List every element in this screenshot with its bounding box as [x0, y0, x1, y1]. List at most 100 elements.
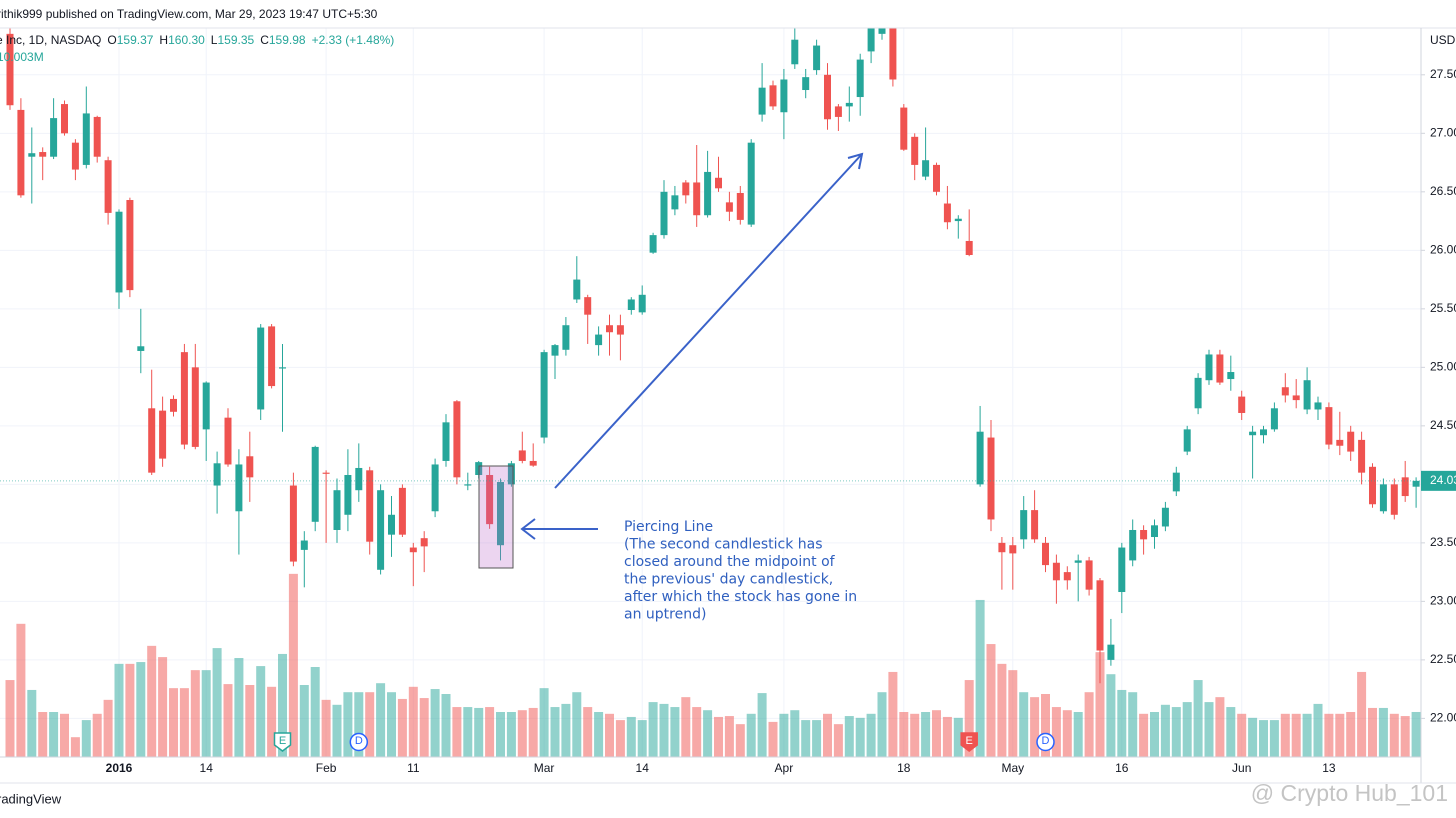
candle-body — [1129, 529, 1137, 561]
candle-body — [39, 152, 47, 157]
candle-body — [333, 490, 341, 530]
event-marker: D — [349, 732, 369, 752]
ohlc-value: 159.37 — [117, 33, 154, 47]
candle-body — [388, 514, 395, 535]
candle-body — [1249, 431, 1257, 436]
candle-body — [1314, 402, 1322, 410]
candle-body — [954, 218, 962, 222]
volume-bar — [49, 712, 59, 757]
candle-body — [93, 116, 101, 157]
candle-body — [606, 325, 613, 333]
candle-layer — [6, 28, 1420, 684]
y-tick-label: 26.50 — [1430, 184, 1456, 198]
candle-body — [1401, 477, 1409, 497]
x-tick-label: 2016 — [106, 761, 133, 775]
volume-bar — [1411, 711, 1421, 757]
volume-bar — [288, 573, 298, 757]
volume-bar — [136, 662, 146, 757]
candle-body — [943, 203, 951, 223]
candle-body — [1140, 529, 1148, 540]
y-tick-label: 22.00 — [1430, 711, 1456, 725]
volume-bar — [1368, 707, 1377, 757]
candle-body — [170, 398, 177, 412]
volume-bar — [637, 720, 647, 757]
ohlc-key: C — [260, 33, 269, 47]
candle-body — [769, 85, 777, 107]
volume-bar — [1128, 692, 1138, 757]
volume-bar — [833, 724, 843, 757]
candle-body — [551, 345, 559, 356]
candle-body — [1379, 484, 1387, 512]
candle-body — [268, 326, 276, 387]
candle-body — [747, 142, 755, 225]
candle-body — [976, 431, 984, 485]
candle-body — [595, 334, 603, 346]
candle-body — [638, 294, 646, 313]
candle-body — [834, 106, 842, 117]
candle-body — [1020, 510, 1028, 540]
candle-body — [6, 33, 14, 106]
candle-body — [616, 325, 624, 335]
volume-bar — [1324, 713, 1334, 757]
candle-body — [1303, 380, 1311, 410]
candle-body — [573, 279, 581, 300]
volume-bar — [1400, 716, 1410, 757]
volume-bar — [474, 707, 484, 757]
candle-body — [289, 485, 297, 562]
candle-body — [246, 456, 254, 478]
volume-bar — [877, 692, 887, 757]
volume-bar — [256, 666, 266, 757]
candle-body — [1270, 408, 1278, 430]
candle-body — [704, 171, 712, 216]
candle-body — [148, 408, 156, 473]
volume-bar — [365, 692, 375, 757]
y-tick-label: 27.50 — [1430, 67, 1456, 81]
symbol: e Inc, 1D, NASDAQ — [0, 33, 101, 47]
volume-bar — [1302, 713, 1312, 757]
last-price-badge — [1421, 470, 1456, 491]
candle-body — [1281, 387, 1289, 396]
event-label: D — [1042, 735, 1050, 747]
candle-body — [322, 472, 330, 474]
candle-body — [529, 460, 537, 466]
volume-bar — [245, 685, 255, 757]
candle-body — [355, 467, 363, 491]
candle-body — [562, 325, 570, 350]
volume-bar — [1106, 674, 1116, 757]
volume-bar — [81, 720, 91, 757]
volume-bar — [550, 707, 560, 757]
volume-bar — [60, 713, 69, 757]
volume-bar — [1117, 689, 1127, 757]
annotation-line: the previous' day candlestick, — [624, 572, 833, 588]
candle-body — [900, 107, 908, 150]
candle-body — [671, 195, 679, 210]
volume-bar — [975, 599, 985, 757]
ohlc-value: 159.98 — [269, 33, 306, 47]
candle-body — [377, 490, 385, 570]
volume-bar — [986, 644, 996, 757]
volume-bar — [452, 707, 462, 757]
event-badge — [960, 732, 978, 752]
volume-bar — [1280, 713, 1290, 757]
volume-bar — [1204, 702, 1214, 757]
candle-body — [1183, 429, 1191, 452]
arrow-line — [554, 153, 863, 489]
volume-bar — [496, 712, 505, 757]
annotation-line: closed around the midpoint of — [624, 554, 836, 570]
candle-body — [758, 87, 766, 115]
volume-bar — [1171, 707, 1181, 757]
volume-bar — [16, 623, 26, 757]
volume-bar — [1095, 652, 1105, 757]
candle-body — [420, 538, 428, 547]
volume-bar — [343, 692, 353, 757]
y-tick-label: 22.50 — [1430, 652, 1456, 666]
candle-body — [486, 474, 494, 525]
candle-body — [311, 446, 319, 522]
candle-body — [431, 464, 439, 512]
volume-bar — [1160, 704, 1170, 757]
annotation-arrows — [520, 152, 864, 540]
candle-body — [497, 482, 504, 546]
volume-bar — [485, 707, 495, 757]
volume-bar — [910, 713, 920, 757]
